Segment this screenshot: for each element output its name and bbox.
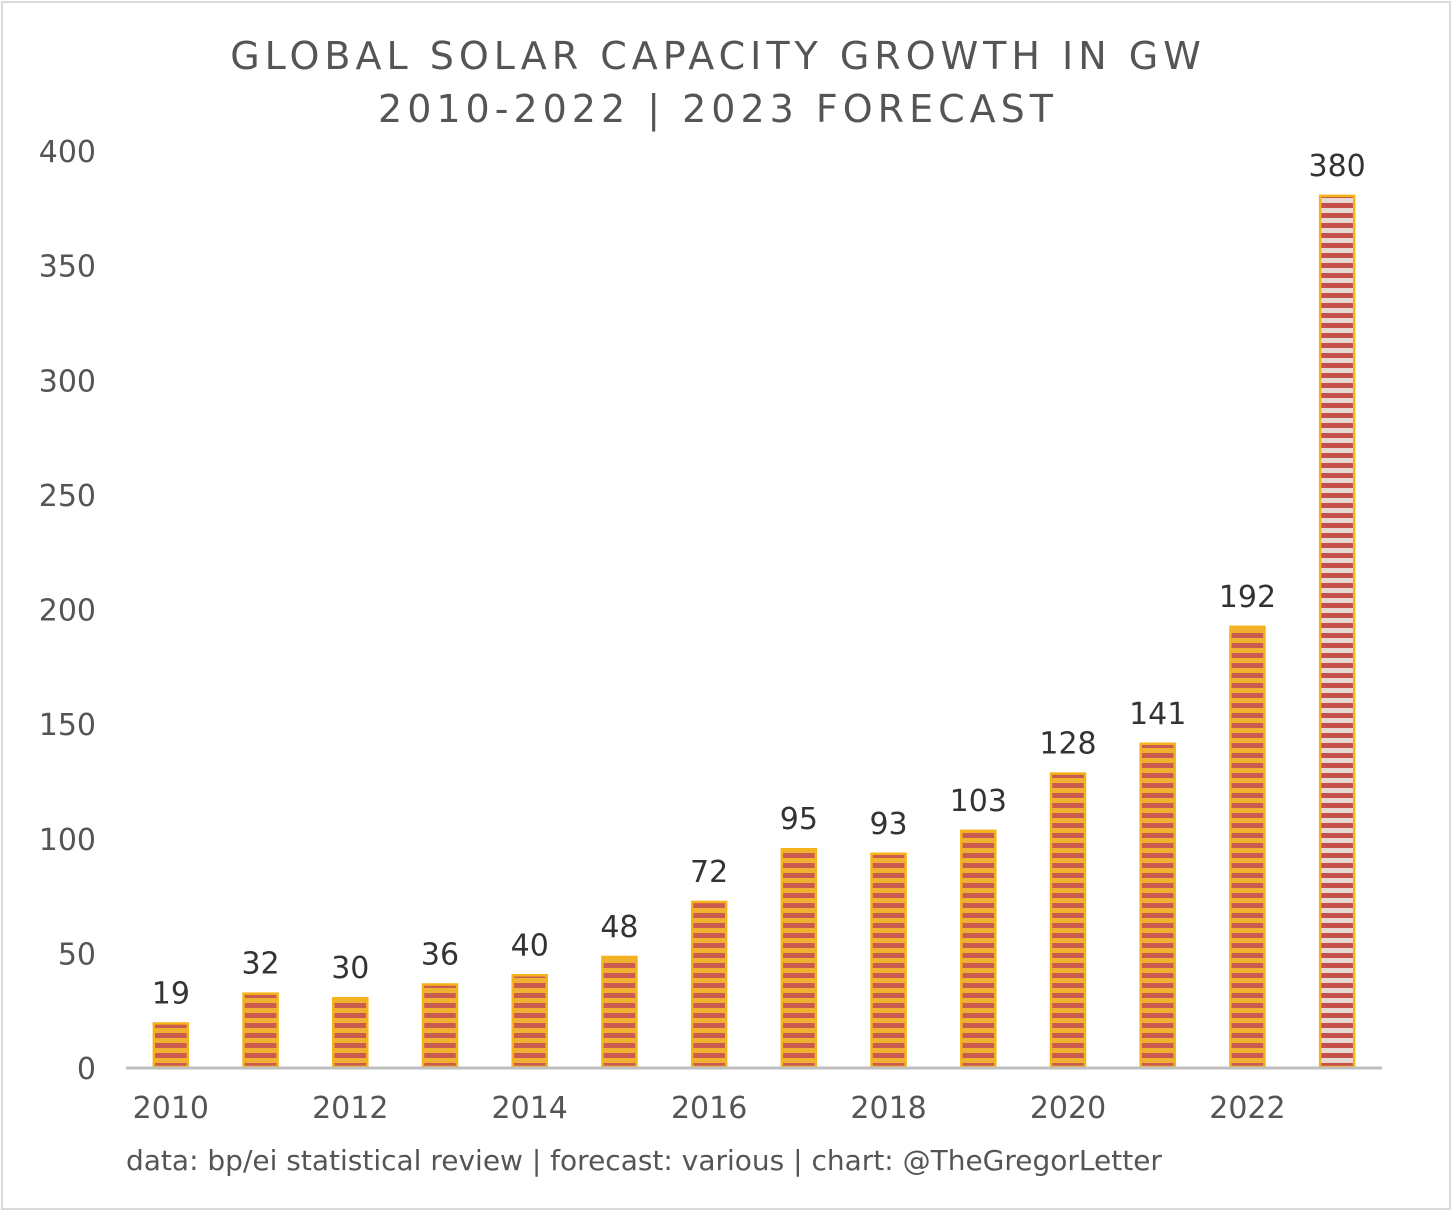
bar: [152, 1022, 190, 1069]
y-tick-label: 400: [39, 135, 96, 170]
y-tick-label: 50: [58, 937, 96, 972]
data-label: 48: [600, 910, 638, 945]
bar-forecast: [1318, 194, 1356, 1069]
data-label: 128: [1039, 727, 1096, 762]
bar: [242, 992, 279, 1069]
bar: [1139, 742, 1176, 1069]
x-axis-tick-labels: 2010 2012 2014 2016 2018 2020 2022: [133, 1091, 1286, 1126]
y-tick-label: 350: [39, 250, 96, 285]
bar: [1049, 772, 1087, 1069]
data-label: 40: [511, 928, 549, 963]
source-footer: data: bp/ei statistical review | forecas…: [126, 1144, 1162, 1177]
x-tick-label: 2014: [492, 1091, 568, 1126]
bar: [511, 974, 548, 1069]
y-tick-label: 300: [39, 364, 96, 399]
x-tick-label: 2022: [1209, 1091, 1285, 1126]
chart-subtitle: 2010-2022 | 2023 FORECAST: [378, 87, 1058, 131]
data-label: 103: [950, 784, 1007, 819]
y-axis-tick-labels: 0 50 100 150 200 250 300 350 400: [39, 135, 96, 1087]
data-label: 93: [869, 807, 907, 842]
bars: [152, 194, 1356, 1069]
bar: [870, 852, 907, 1069]
x-tick-label: 2010: [133, 1091, 209, 1126]
bar: [690, 900, 728, 1069]
x-tick-label: 2020: [1030, 1091, 1106, 1126]
data-label: 72: [690, 855, 728, 890]
bar: [601, 955, 638, 1069]
y-tick-label: 100: [39, 823, 96, 858]
data-label: 30: [331, 951, 369, 986]
y-tick-label: 250: [39, 479, 96, 514]
y-tick-label: 150: [39, 708, 96, 743]
y-tick-label: 0: [77, 1052, 96, 1087]
bar: [421, 983, 459, 1069]
chart-title: GLOBAL SOLAR CAPACITY GROWTH IN GW: [230, 34, 1206, 78]
data-label: 380: [1309, 149, 1366, 184]
data-label: 36: [421, 937, 459, 972]
bar: [960, 829, 997, 1069]
x-tick-label: 2016: [671, 1091, 747, 1126]
bar: [1229, 625, 1266, 1069]
data-label: 192: [1219, 580, 1276, 615]
bar: [780, 847, 818, 1069]
x-tick-label: 2012: [312, 1091, 388, 1126]
data-label: 32: [241, 947, 279, 982]
data-label: 19: [152, 976, 190, 1011]
bar: [332, 996, 369, 1069]
y-tick-label: 200: [39, 594, 96, 629]
data-label: 95: [780, 802, 818, 837]
data-labels: 19 32 30 36 40 48 72 95 93 103 128 141 192 380: [152, 149, 1366, 1012]
x-tick-label: 2018: [850, 1091, 926, 1126]
data-label: 141: [1129, 697, 1186, 732]
